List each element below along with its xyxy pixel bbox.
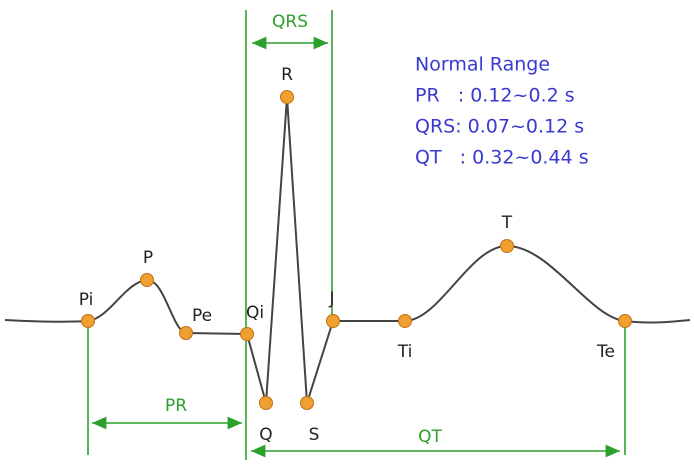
point-marker [259,396,273,410]
interval-label: QRS [272,12,308,32]
point-label: Pi [79,290,94,310]
point-label: Ti [397,342,413,362]
interval-label: PR [165,396,187,416]
point-marker [240,327,254,341]
point-label: Te [596,342,615,362]
guide-lines [87,10,626,460]
point-marker [300,396,314,410]
point-marker [500,239,514,253]
point-marker [326,314,340,328]
normal-range-row: PR : 0.12~0.2 s [415,85,575,107]
point-marker [140,273,154,287]
normal-range-title: Normal Range [415,54,550,76]
point-label: J [328,289,334,309]
point-label: S [309,425,320,445]
point-marker [81,314,95,328]
point-label: Qi [246,303,264,323]
point-marker [280,90,294,104]
point-label: Pe [192,306,212,326]
point-marker [179,326,193,340]
point-label: P [143,248,153,268]
point-label: Q [259,425,272,445]
normal-range-row: QT : 0.32~0.44 s [415,147,589,169]
interval-label: QT [418,427,442,447]
normal-range-row: QRS: 0.07~0.12 s [415,116,584,138]
point-label: T [501,213,513,233]
point-marker [618,314,632,328]
point-marker [398,314,412,328]
points: Pi P Pe Qi Q R S J Ti T Te [79,65,632,445]
ecg-wave [4,96,691,404]
point-label: R [281,65,293,85]
